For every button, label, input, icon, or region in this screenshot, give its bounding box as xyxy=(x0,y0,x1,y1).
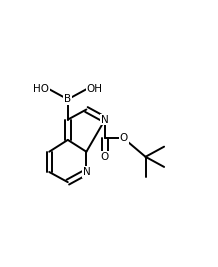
Text: HO: HO xyxy=(33,84,49,94)
Text: O: O xyxy=(101,152,109,162)
Text: B: B xyxy=(64,94,71,104)
Text: N: N xyxy=(101,115,109,125)
Text: N: N xyxy=(82,167,90,177)
Text: OH: OH xyxy=(86,84,102,94)
Text: O: O xyxy=(119,133,128,143)
